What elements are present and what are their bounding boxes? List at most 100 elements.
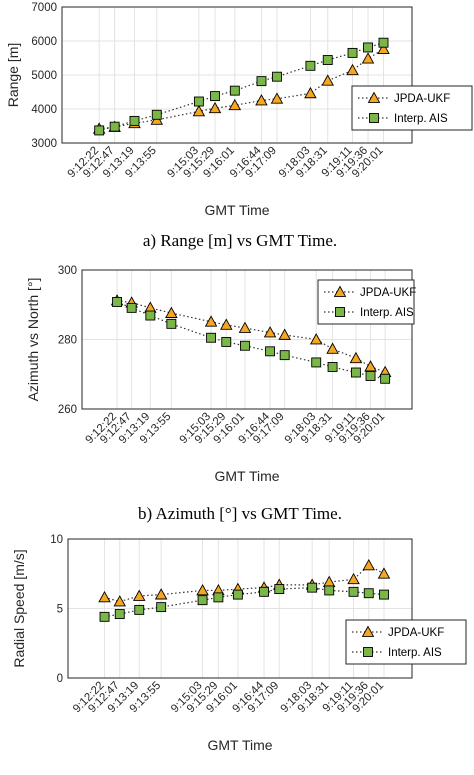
data-point-square <box>378 37 389 48</box>
y-tick-label: 6000 <box>31 36 57 48</box>
data-point-square <box>379 589 389 600</box>
data-point-square <box>221 336 232 347</box>
data-point-square <box>350 367 361 378</box>
data-point-triangle <box>326 342 339 354</box>
data-point-square <box>259 586 269 597</box>
data-point-triangle <box>255 94 268 106</box>
axes-box <box>67 538 413 679</box>
y-tick-label: 5 <box>57 604 63 616</box>
data-point-square <box>327 362 338 372</box>
data-point-triangle <box>98 590 111 603</box>
data-point-triangle <box>154 588 168 600</box>
data-point-triangle <box>347 572 360 585</box>
data-point-square <box>311 357 322 368</box>
axes-box <box>61 6 413 144</box>
data-point-square <box>324 585 335 596</box>
data-point-square <box>151 109 162 120</box>
axes-box <box>81 269 413 410</box>
data-point-square <box>99 611 110 622</box>
data-point-square <box>240 340 250 351</box>
legend-label: JPDA-UKF <box>388 627 444 639</box>
data-point-triangle <box>321 74 335 86</box>
legend-label: JPDA-UKF <box>394 93 450 105</box>
caption-b: b) Azimuth [°] vs GMT Time. <box>138 504 342 523</box>
legend-marker-square <box>363 647 373 657</box>
legend-marker-square <box>369 113 379 123</box>
data-point-triangle <box>238 321 252 333</box>
data-point-square <box>256 76 267 87</box>
data-point-square <box>232 589 243 600</box>
data-point-square <box>129 115 140 126</box>
data-point-square <box>363 42 373 53</box>
range-chart: 300040005000600070009:12:229:12:479:13:1… <box>5 2 473 218</box>
data-point-triangle <box>263 326 277 338</box>
data-point-triangle <box>132 589 146 601</box>
data-point-triangle <box>228 98 242 111</box>
data-point-square <box>363 588 374 599</box>
data-point-square <box>134 604 145 615</box>
series-line-square <box>116 301 386 380</box>
data-point-square <box>94 125 105 136</box>
data-point-square <box>274 584 285 594</box>
data-point-square <box>166 318 177 329</box>
legend-label: JPDA-UKF <box>360 287 416 299</box>
data-point-square <box>145 310 156 321</box>
data-point-square <box>109 121 120 132</box>
data-point-square <box>213 592 224 603</box>
data-point-square <box>380 373 391 384</box>
data-point-square <box>279 350 290 361</box>
legend-label: Interp. AIS <box>394 113 448 125</box>
data-point-square <box>126 302 137 313</box>
legend-marker-square <box>335 307 345 317</box>
data-point-triangle <box>208 101 222 114</box>
y-axis-label: Azimuth vs North [°] <box>25 278 41 402</box>
data-point-square <box>193 96 204 107</box>
data-point-square <box>348 586 359 597</box>
data-point-triangle <box>196 584 209 596</box>
y-axis-label: Radial Speed [m/s] <box>11 549 27 667</box>
data-point-triangle <box>377 567 391 579</box>
legend-marker-triangle <box>367 91 381 103</box>
data-point-square <box>229 85 240 96</box>
data-point-square <box>307 582 318 593</box>
legend-marker-triangle <box>333 285 347 297</box>
data-point-square <box>112 297 122 307</box>
x-axis-label: GMT Time <box>207 737 272 753</box>
y-tick-label: 5000 <box>31 70 57 82</box>
data-point-square <box>210 91 220 102</box>
y-tick-label: 280 <box>58 335 77 347</box>
data-point-triangle <box>362 558 376 571</box>
data-point-square <box>322 55 333 65</box>
data-point-square <box>114 609 125 620</box>
data-point-triangle <box>165 306 178 318</box>
data-point-square <box>156 602 167 613</box>
legend-label: Interp. AIS <box>388 647 442 659</box>
data-point-triangle <box>364 360 377 372</box>
data-point-triangle <box>346 63 359 76</box>
data-point-square <box>272 71 282 82</box>
data-point-triangle <box>192 104 206 117</box>
series-line-triangle <box>104 564 385 603</box>
data-point-triangle <box>349 351 363 364</box>
x-axis-label: GMT Time <box>204 202 269 218</box>
data-point-square <box>197 595 208 606</box>
series-line-square <box>104 587 385 618</box>
y-axis-label: Range [m] <box>5 43 21 108</box>
data-point-square <box>305 60 316 71</box>
y-tick-label: 4000 <box>31 104 57 116</box>
data-point-square <box>347 47 358 58</box>
data-point-triangle <box>309 333 323 345</box>
data-point-triangle <box>278 328 291 340</box>
data-point-square <box>206 332 217 343</box>
y-tick-label: 10 <box>50 534 63 546</box>
y-tick-label: 3000 <box>31 138 57 150</box>
caption-a: a) Range [m] vs GMT Time. <box>143 231 337 250</box>
data-point-square <box>365 371 376 381</box>
y-tick-label: 300 <box>58 265 77 277</box>
data-point-triangle <box>304 86 317 99</box>
data-point-triangle <box>220 318 233 330</box>
legend-box <box>317 279 415 325</box>
data-point-triangle <box>361 52 375 64</box>
